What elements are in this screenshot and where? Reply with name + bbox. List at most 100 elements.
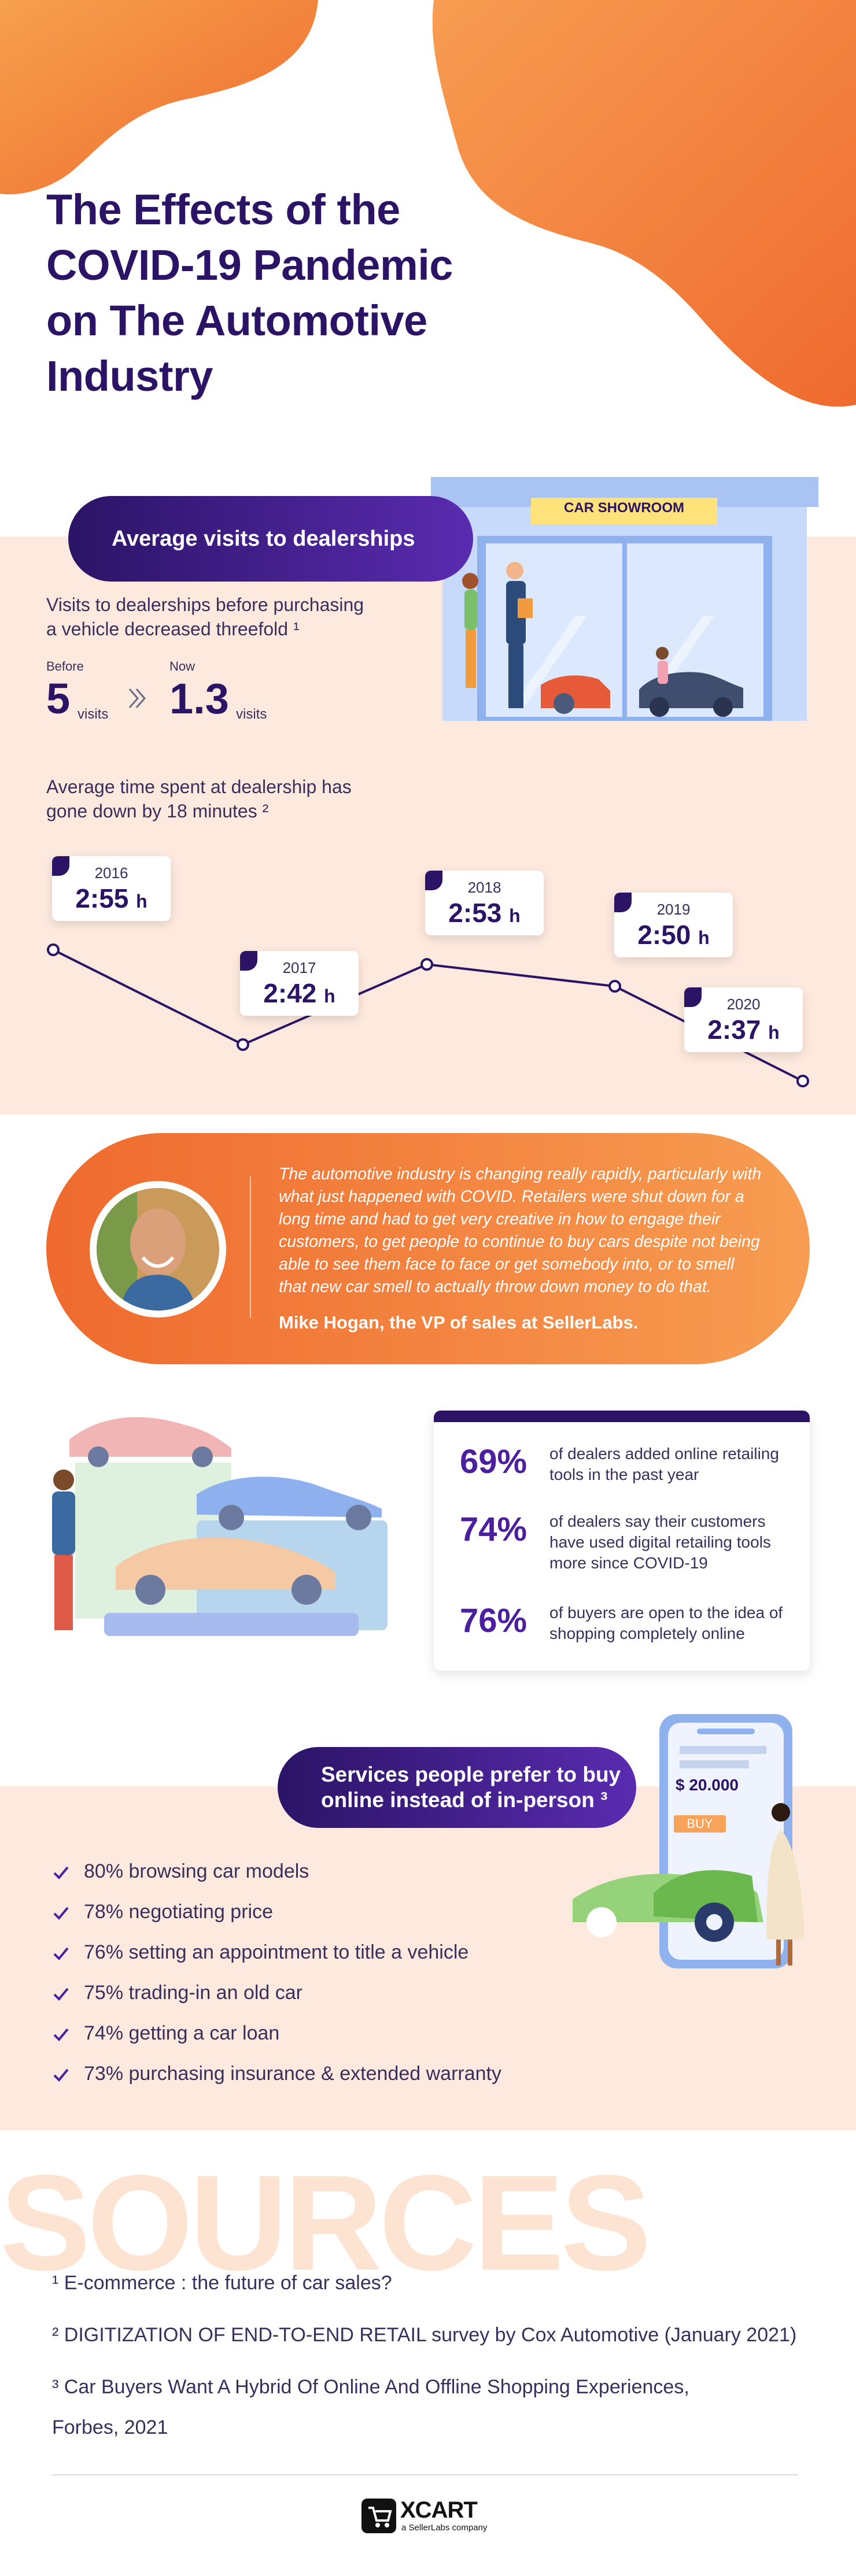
service-item: 74% getting a car loan <box>84 2022 280 2044</box>
card-tab <box>240 950 257 971</box>
before-unit: visits <box>78 706 109 722</box>
time-value: 2:42 <box>263 978 317 1008</box>
time-card: 2017 2:42 h <box>240 950 359 1016</box>
now-unit: visits <box>236 706 267 722</box>
service-item: 75% trading-in an old car <box>84 1982 303 2004</box>
stats-card-top-bar <box>434 1411 810 1422</box>
visits-pill-label: Average visits to dealerships <box>112 526 415 551</box>
time-unit: h <box>324 985 335 1006</box>
title-line: COVID-19 Pandemic <box>46 241 453 289</box>
check-icon <box>53 1866 69 1879</box>
services-pill: Services people prefer to buy online ins… <box>278 1747 636 1828</box>
before-label: Before <box>46 659 84 673</box>
time-card-year: 2016 <box>94 864 128 882</box>
card-tab <box>614 893 632 913</box>
services-pill-line: Services people prefer to buy <box>321 1763 621 1786</box>
buy-button[interactable]: BUY <box>687 1816 713 1831</box>
check-icon <box>53 2028 69 2041</box>
orange-blob-left <box>0 0 318 195</box>
visits-description: Visits to dealerships before purchasing … <box>46 593 440 641</box>
time-value: 2:53 <box>448 898 502 928</box>
time-card-value: 2:42 h <box>240 978 359 1009</box>
quote-divider <box>250 1176 251 1318</box>
time-point <box>420 958 433 971</box>
visits-pill: Average visits to dealerships <box>68 496 473 582</box>
time-desc-line: gone down by 18 minutes ² <box>46 801 269 821</box>
services-pill-label: Services people prefer to buy online ins… <box>278 1762 621 1813</box>
time-desc-line: Average time spent at dealership has <box>46 776 352 797</box>
chevron-right-icon <box>128 689 146 708</box>
title-line: on The Automotive <box>46 297 427 345</box>
time-card-year: 2017 <box>282 958 316 976</box>
stat-text: of dealers say their customers have used… <box>549 1512 771 1572</box>
time-point <box>237 1038 249 1051</box>
now-value: 1.3 <box>169 675 229 723</box>
orange-blob-right <box>432 0 856 407</box>
stat-value: 69% <box>460 1443 527 1481</box>
footer-tagline: a SellerLabs company <box>401 2523 488 2533</box>
cart-logo-icon <box>361 2499 396 2533</box>
visits-desc-line: a vehicle decreased threefold ¹ <box>46 619 300 639</box>
source-item: ³ Car Buyers Want A Hybrid Of Online And… <box>52 2376 689 2398</box>
visits-desc-line: Visits to dealerships before purchasing <box>46 594 364 615</box>
sources-heading: SOURCES <box>0 2146 651 2299</box>
time-point <box>796 1075 809 1087</box>
stat-value: 76% <box>460 1602 527 1639</box>
time-card-value: 2:37 h <box>684 1014 803 1045</box>
services-pill-line: online instead of in-person ³ <box>321 1788 608 1812</box>
title-line: The Effects of the <box>46 186 400 234</box>
check-icon <box>53 1947 69 1960</box>
footer-brand: XCART <box>400 2497 478 2523</box>
time-card-value: 2:50 h <box>614 919 733 950</box>
time-card-year: 2020 <box>726 995 761 1013</box>
stats-card <box>434 1411 810 1671</box>
time-value: 2:55 <box>75 883 129 913</box>
avatar-photo <box>97 1188 219 1311</box>
time-card-value: 2:55 h <box>52 883 171 914</box>
time-card: 2016 2:55 h <box>52 856 171 921</box>
time-unit: h <box>698 927 710 949</box>
card-tab <box>684 987 702 1007</box>
check-icon <box>53 1987 69 2001</box>
time-card: 2019 2:50 h <box>614 893 733 958</box>
time-point <box>608 980 621 993</box>
showroom-sign: CAR SHOWROOM <box>564 500 684 516</box>
before-value: 5 <box>46 675 71 723</box>
service-item: 76% setting an appointment to title a ve… <box>84 1941 469 1963</box>
phone-car-illustration <box>573 1714 804 1968</box>
stat-text: of buyers are open to the idea of shoppi… <box>549 1604 783 1642</box>
time-value: 2:50 <box>637 920 691 950</box>
car-showroom-illustration <box>431 477 818 721</box>
page-title: The Effects of the COVID-19 Pandemic on … <box>46 182 567 404</box>
time-description: Average time spent at dealership has gon… <box>46 775 451 823</box>
check-icon <box>53 2068 69 2082</box>
time-unit: h <box>136 891 147 912</box>
time-card-value: 2:53 h <box>425 897 544 928</box>
stat-text: of dealers added online retailing tools … <box>549 1445 779 1483</box>
source-item: Forbes, 2021 <box>52 2416 168 2438</box>
service-item: 78% negotiating price <box>84 1901 274 1923</box>
stat-value: 74% <box>460 1511 527 1548</box>
check-icon <box>53 1907 69 1920</box>
time-card-year: 2019 <box>656 901 691 919</box>
time-point <box>47 943 60 956</box>
service-item: 73% purchasing insurance & extended warr… <box>84 2063 501 2085</box>
time-value: 2:37 <box>707 1015 761 1045</box>
stacked-cars-illustration <box>52 1417 388 1636</box>
service-item: 80% browsing car models <box>84 1860 309 1882</box>
footer-divider <box>52 2474 798 2475</box>
quote-text: The automotive industry is changing real… <box>279 1165 762 1296</box>
price-label: $ 20.000 <box>676 1776 739 1794</box>
time-card: 2018 2:53 h <box>425 871 544 936</box>
time-card: 2020 2:37 h <box>684 987 803 1052</box>
card-tab <box>52 856 69 876</box>
title-line: Industry <box>46 352 213 400</box>
now-label: Now <box>169 659 195 673</box>
source-item: ² DIGITIZATION OF END-TO-END RETAIL surv… <box>52 2324 797 2346</box>
time-unit: h <box>768 1022 780 1043</box>
source-item: ¹ E-commerce : the future of car sales? <box>52 2272 392 2294</box>
quote-author: Mike Hogan, the VP of sales at SellerLab… <box>279 1312 639 1333</box>
time-card-year: 2018 <box>467 879 501 897</box>
time-unit: h <box>509 905 521 927</box>
